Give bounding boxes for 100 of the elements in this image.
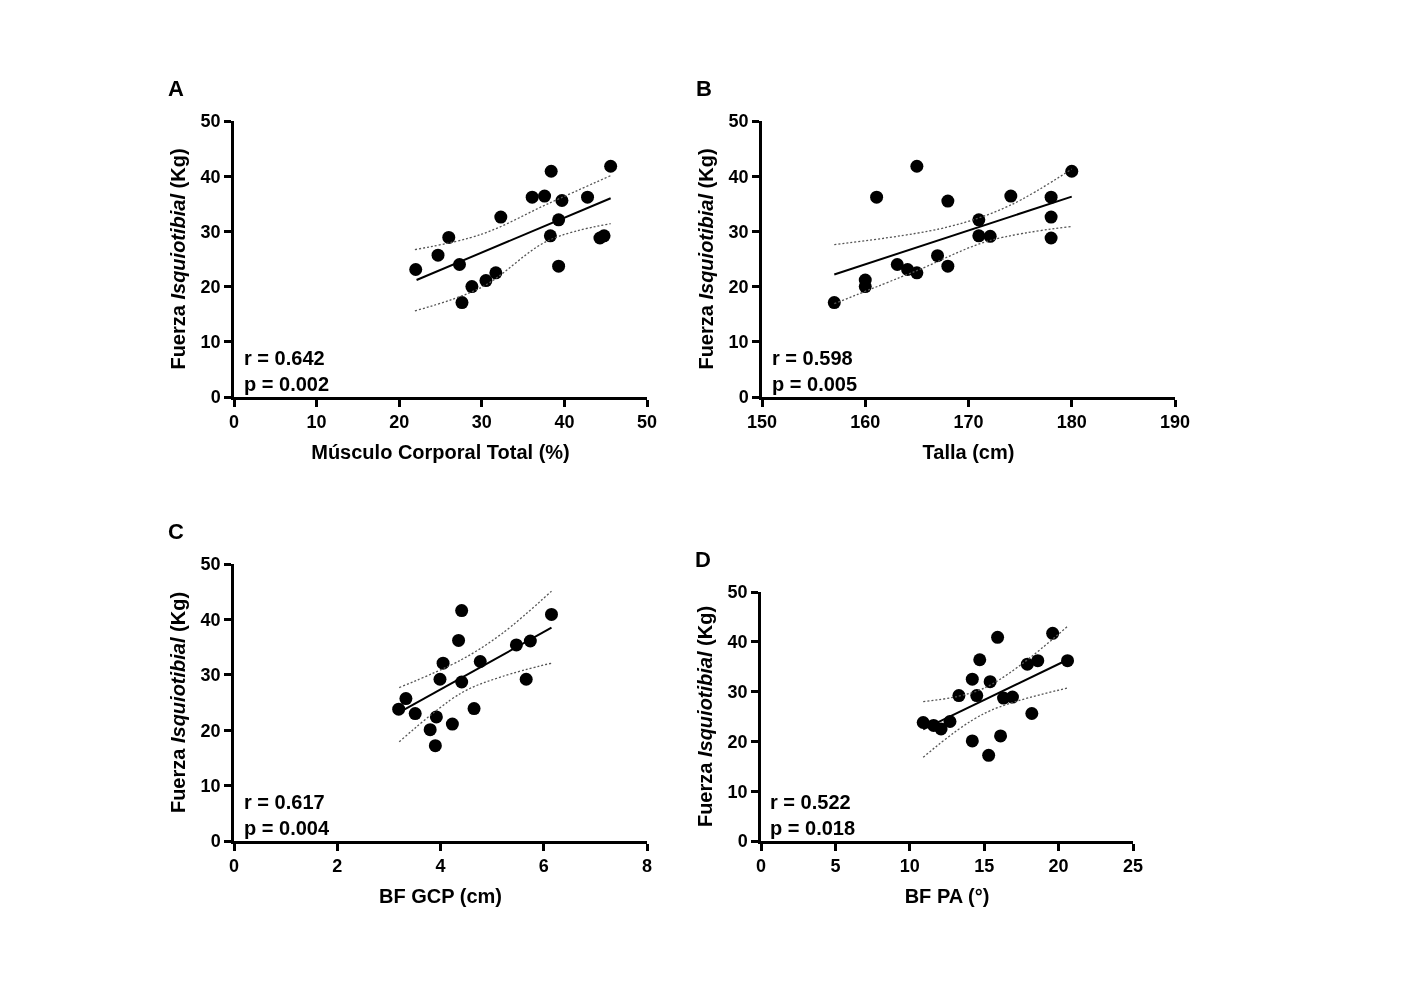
x-tick-label: 160 — [850, 412, 881, 433]
point — [428, 739, 442, 753]
point — [1004, 189, 1018, 203]
line-series — [398, 590, 553, 689]
y-axis-title: Fuerza Isquiotibial (Kg) — [167, 591, 190, 814]
point — [934, 722, 948, 736]
point — [941, 259, 955, 273]
chart-title: D — [695, 547, 711, 572]
annotation: r = 0.642 — [244, 347, 325, 369]
point — [1046, 626, 1060, 640]
x-tick-label: 0 — [755, 856, 767, 877]
point — [452, 633, 466, 647]
point — [827, 296, 841, 310]
y-axis-title: Fuerza Isquiotibial (Kg) — [694, 605, 717, 828]
point — [941, 194, 955, 208]
y-tick-label: 0 — [210, 387, 221, 408]
point — [445, 717, 459, 731]
x-tick-label: 30 — [471, 412, 492, 433]
x-axis-title: Músculo Corporal Total (%) — [311, 440, 570, 463]
annotation: r = 0.617 — [244, 791, 325, 813]
point — [467, 702, 481, 716]
annotation: p = 0.002 — [244, 373, 330, 395]
point — [581, 190, 595, 204]
annotation: r = 0.522 — [770, 791, 851, 813]
y-tick-label: 50 — [728, 111, 749, 132]
annotation: p = 0.004 — [244, 817, 330, 839]
point — [965, 672, 979, 686]
annotation: r = 0.598 — [772, 347, 853, 369]
point — [433, 672, 447, 686]
point — [1044, 190, 1058, 204]
point — [525, 190, 539, 204]
y-axis-title: Fuerza Isquiotibial (Kg) — [695, 148, 718, 370]
point — [965, 734, 979, 748]
y-tick-label: 20 — [200, 276, 221, 297]
x-tick-label: 8 — [641, 856, 653, 877]
y-tick-label: 0 — [738, 387, 749, 408]
point — [489, 266, 503, 280]
point — [931, 249, 945, 263]
line-series — [398, 662, 553, 743]
point — [455, 604, 469, 618]
point — [408, 707, 422, 721]
point — [544, 164, 558, 178]
point — [1005, 690, 1019, 704]
x-tick-label: 170 — [953, 412, 984, 433]
y-tick-label: 10 — [727, 781, 748, 802]
x-tick-label: 6 — [538, 856, 549, 877]
point — [604, 159, 618, 173]
x-tick-label: 0 — [228, 412, 240, 433]
y-tick-label: 10 — [200, 775, 221, 796]
y-tick-label: 20 — [727, 731, 748, 752]
point — [870, 190, 884, 204]
y-tick-label: 30 — [200, 665, 221, 686]
point — [910, 159, 924, 173]
point — [519, 672, 533, 686]
point — [436, 656, 450, 670]
y-tick-label: 20 — [728, 276, 749, 297]
chart-title: B — [696, 76, 712, 101]
y-tick-label: 30 — [200, 221, 221, 242]
y-tick-label: 50 — [727, 582, 748, 603]
y-tick-label: 10 — [200, 332, 221, 353]
point — [972, 229, 986, 243]
x-tick-label: 20 — [389, 412, 410, 433]
point — [1025, 707, 1039, 720]
point — [455, 296, 469, 310]
y-tick-label: 0 — [210, 831, 221, 852]
y-tick-label: 30 — [728, 221, 749, 242]
x-tick-label: 150 — [746, 412, 778, 433]
x-tick-label: 25 — [1122, 856, 1144, 877]
point — [983, 675, 997, 689]
y-tick-label: 0 — [737, 831, 748, 852]
point — [442, 230, 456, 244]
point — [1044, 231, 1058, 245]
x-tick-label: 0 — [228, 856, 240, 877]
point — [1031, 654, 1045, 668]
point — [982, 748, 996, 762]
x-tick-label: 180 — [1056, 412, 1087, 433]
y-tick-label: 40 — [200, 166, 221, 187]
line-series — [414, 223, 612, 312]
y-tick-label: 50 — [200, 111, 221, 132]
x-axis-title: BF PA (°) — [904, 884, 990, 907]
y-tick-label: 10 — [728, 332, 749, 353]
y-axis-title: Fuerza Isquiotibial (Kg) — [167, 148, 190, 370]
point — [399, 692, 413, 706]
annotation: p = 0.005 — [772, 373, 858, 395]
point — [545, 607, 558, 621]
point — [991, 630, 1005, 644]
line-series — [414, 175, 612, 251]
point — [952, 689, 966, 703]
x-tick-label: 15 — [974, 856, 995, 877]
point — [494, 210, 508, 224]
point — [1061, 654, 1075, 668]
point — [994, 729, 1008, 743]
point — [429, 710, 443, 724]
chart-title: A — [168, 76, 184, 101]
point — [423, 723, 437, 737]
point — [1044, 210, 1058, 224]
chart-title: C — [168, 519, 184, 544]
x-tick-label: 10 — [306, 412, 327, 433]
point — [538, 189, 552, 203]
y-tick-label: 40 — [727, 632, 748, 653]
